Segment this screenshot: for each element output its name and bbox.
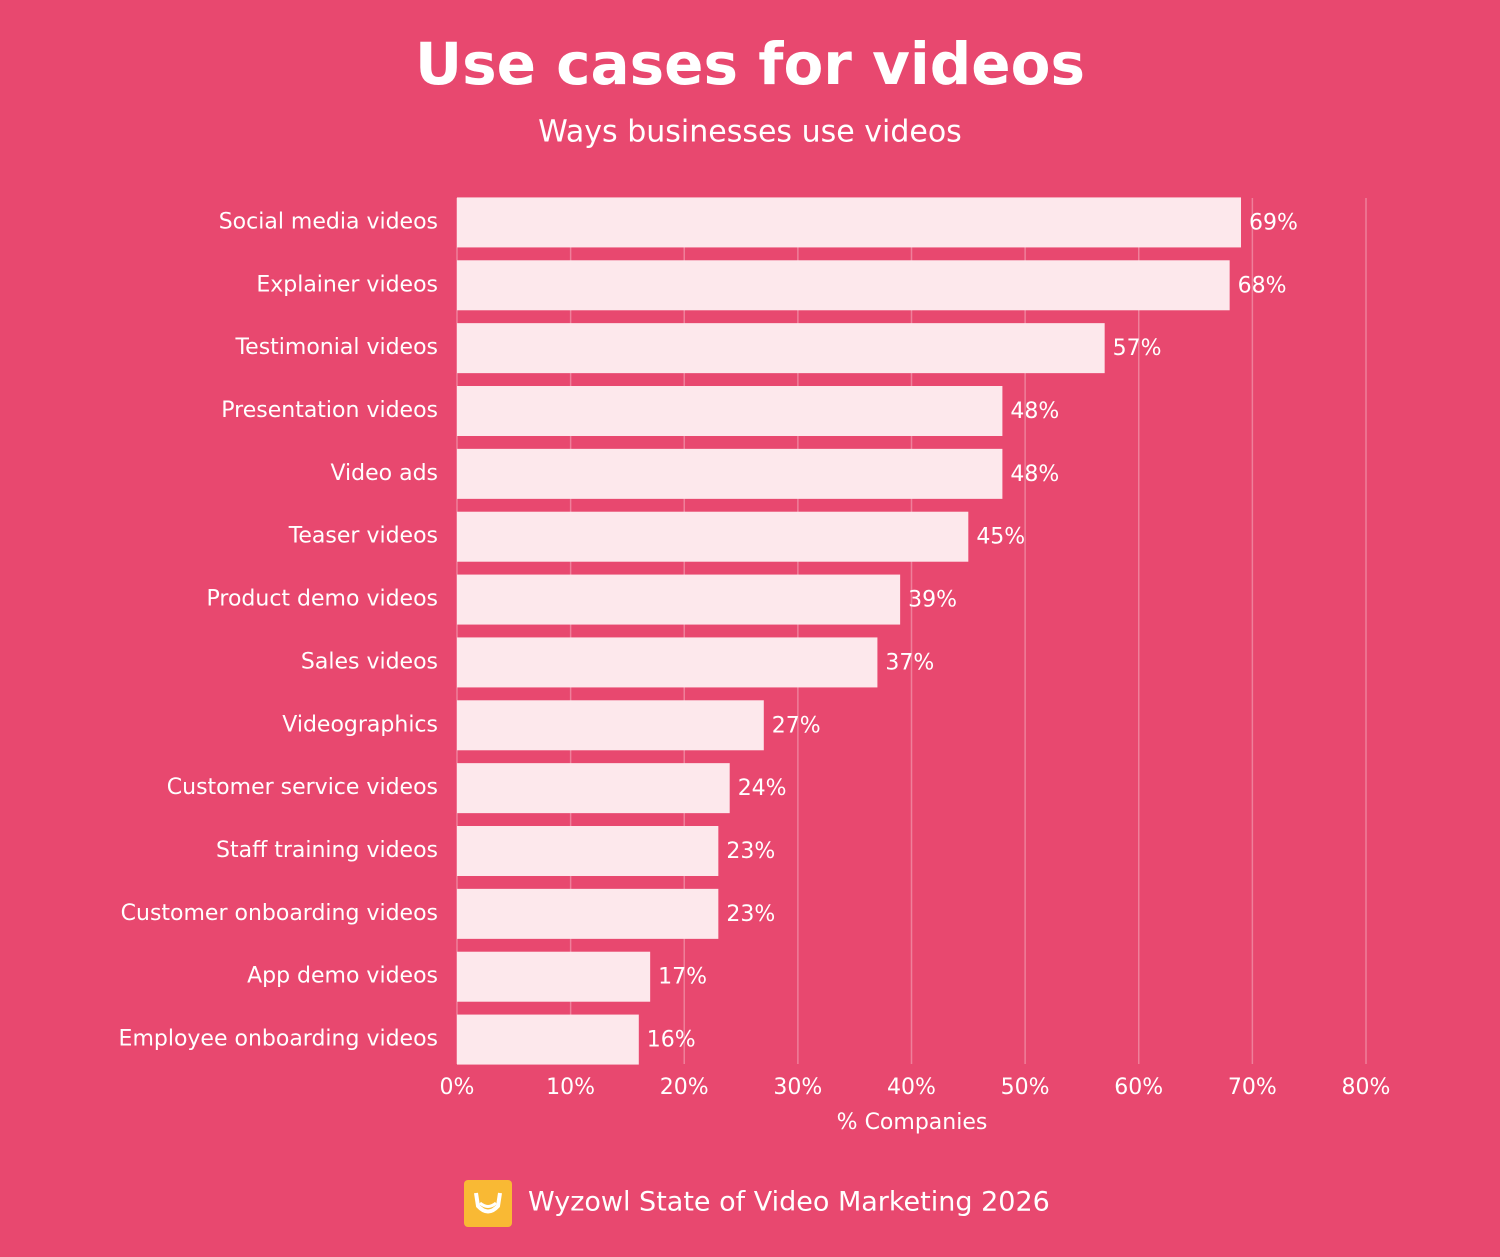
y-tick-label: Videographics <box>282 712 438 737</box>
x-tick-label: 0% <box>440 1075 475 1100</box>
y-tick-label: Staff training videos <box>216 838 438 863</box>
source: Wyzowl State of Video Marketing 2026 <box>528 1187 1050 1218</box>
x-tick-label: 30% <box>773 1075 822 1100</box>
bar <box>457 511 969 562</box>
data-label: 23% <box>726 839 775 864</box>
x-axis-label: % Companies <box>837 1110 988 1135</box>
data-label: 68% <box>1238 273 1287 298</box>
y-tick-label: Employee onboarding videos <box>119 1027 438 1052</box>
chart-title: Use cases for videos <box>415 30 1085 98</box>
bar <box>457 637 878 688</box>
data-label: 48% <box>1010 399 1059 424</box>
data-label: 27% <box>772 713 821 738</box>
bar <box>457 826 719 876</box>
x-tick-label: 70% <box>1228 1075 1277 1100</box>
data-label: 69% <box>1249 210 1298 235</box>
data-label: 24% <box>738 776 787 801</box>
data-label: 48% <box>1010 462 1059 487</box>
bar <box>457 574 901 625</box>
bar <box>457 260 1230 311</box>
bar <box>457 951 651 1002</box>
bar <box>457 763 730 814</box>
x-tick-label: 60% <box>1114 1075 1163 1100</box>
x-tick-label: 40% <box>887 1075 936 1100</box>
x-tick-label: 10% <box>546 1075 595 1100</box>
source-logo <box>464 1180 512 1227</box>
y-tick-label: Product demo videos <box>207 587 438 612</box>
x-tick-label: 20% <box>660 1075 709 1100</box>
y-tick-label: Testimonial videos <box>234 335 438 360</box>
y-tick-label: Customer onboarding videos <box>121 901 438 926</box>
y-tick-label: App demo videos <box>247 964 438 989</box>
x-tick-label: 80% <box>1342 1075 1391 1100</box>
y-tick-label: Customer service videos <box>167 775 438 800</box>
bar <box>457 448 1003 499</box>
y-tick-label: Presentation videos <box>221 398 438 423</box>
x-tick-label: 50% <box>1001 1075 1050 1100</box>
chart-subtitle: Ways businesses use videos <box>538 115 962 150</box>
data-label: 23% <box>726 902 775 927</box>
data-label: 39% <box>908 588 957 613</box>
data-label: 17% <box>658 965 707 990</box>
y-tick-label: Teaser videos <box>288 524 438 549</box>
bar <box>457 700 764 751</box>
bar <box>457 1014 639 1065</box>
y-tick-label: Social media videos <box>219 209 438 234</box>
y-tick-label: Sales videos <box>301 649 438 674</box>
data-label: 37% <box>885 650 934 675</box>
bar <box>457 323 1105 374</box>
data-label: 16% <box>647 1028 696 1053</box>
y-tick-label: Explainer videos <box>256 272 438 297</box>
data-label: 45% <box>976 525 1025 550</box>
bar <box>457 197 1242 248</box>
y-tick-label: Video ads <box>330 461 438 486</box>
bar <box>457 386 1003 436</box>
bar <box>457 888 719 939</box>
data-label: 57% <box>1113 336 1162 361</box>
